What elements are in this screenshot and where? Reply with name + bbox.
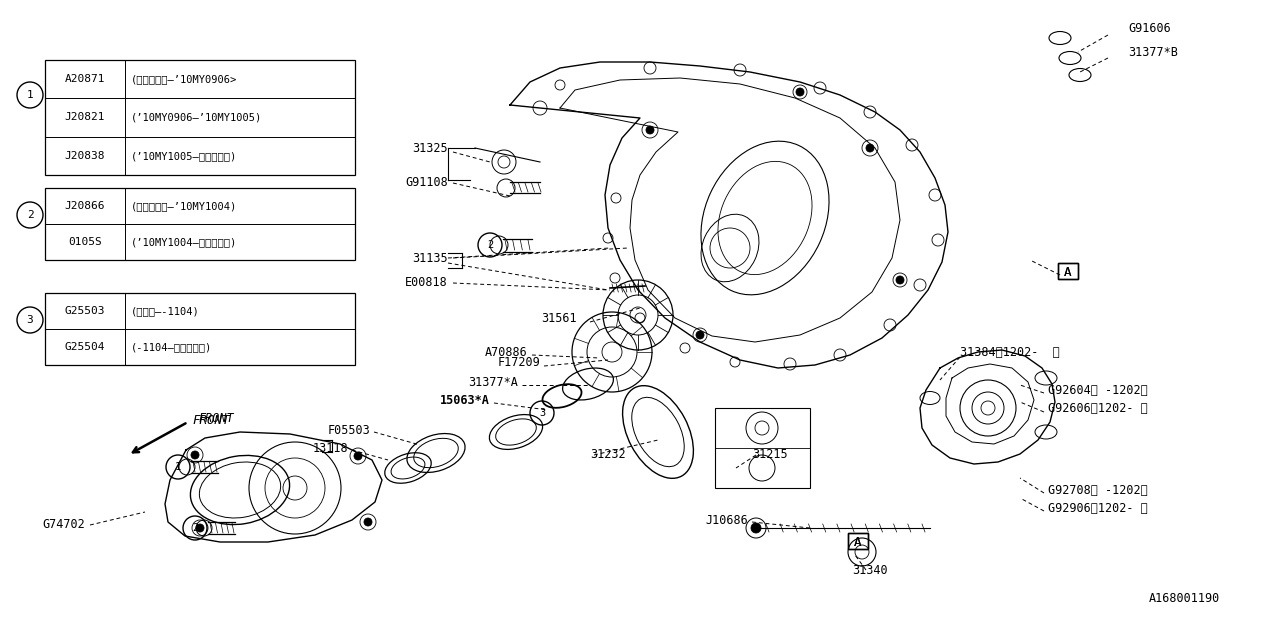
Text: 31325: 31325 [412,141,448,154]
Text: (’10MY0906–’10MY1005): (’10MY0906–’10MY1005) [131,113,262,122]
Text: A70886: A70886 [485,346,529,358]
Text: G74702: G74702 [42,518,84,531]
Circle shape [896,276,904,284]
Text: 31232: 31232 [590,449,626,461]
Text: A: A [854,536,861,548]
Text: A20871: A20871 [65,74,105,84]
Text: F05503: F05503 [328,424,370,436]
Text: J20866: J20866 [65,201,105,211]
Text: (　　　　　–’10MY1004): ( –’10MY1004) [131,201,237,211]
Circle shape [751,523,762,533]
Circle shape [191,451,198,459]
Text: 2: 2 [27,210,33,220]
Text: 0105S: 0105S [68,237,102,247]
Text: FRONT: FRONT [198,412,234,424]
Text: 31340: 31340 [852,563,888,577]
Text: G91108: G91108 [406,177,448,189]
Circle shape [196,524,204,532]
Text: (　　　–‑1104): ( –‑1104) [131,306,200,316]
Text: J10686: J10686 [705,513,748,527]
Bar [45,60,355,175]
Text: G92708（ -1202）: G92708（ -1202） [1048,483,1148,497]
Text: G25503: G25503 [65,306,105,316]
Circle shape [364,518,372,526]
Text: 1: 1 [175,462,182,472]
Text: (’10MY1005–　　　　　): (’10MY1005– ) [131,151,237,161]
Bar [45,188,355,260]
Bar [849,533,868,549]
Text: G25504: G25504 [65,342,105,352]
Text: G91606: G91606 [1128,22,1171,35]
Text: 1: 1 [27,90,33,100]
Text: 31215: 31215 [753,449,787,461]
Text: (　　　　　–’10MY0906>: ( –’10MY0906> [131,74,237,84]
Text: 3: 3 [539,408,545,418]
Text: A: A [854,536,861,548]
Text: J20838: J20838 [65,151,105,161]
Text: A: A [1064,266,1071,278]
Text: FRONT: FRONT [192,413,229,426]
Bar [849,533,868,549]
Bar [716,408,810,488]
Text: 31135: 31135 [412,252,448,264]
Bar [1059,263,1078,279]
Text: J20821: J20821 [65,113,105,122]
Circle shape [355,452,362,460]
Bar [45,293,355,365]
Text: 15063*A: 15063*A [440,394,490,406]
Text: 31377*B: 31377*B [1128,45,1178,58]
Text: 3: 3 [27,315,33,325]
Text: G92606（1202- ）: G92606（1202- ） [1048,401,1148,415]
Circle shape [867,144,874,152]
Text: A: A [1064,266,1071,278]
Text: 13118: 13118 [312,442,348,454]
Text: 31561: 31561 [541,312,577,324]
Bar [1059,263,1078,279]
Text: 31377*A: 31377*A [468,376,518,388]
Text: 2: 2 [192,523,198,533]
Text: G92906（1202- ）: G92906（1202- ） [1048,502,1148,515]
Circle shape [696,331,704,339]
Text: 31384（1202-  ）: 31384（1202- ） [960,346,1060,358]
Text: (‑1104–　　　　　): (‑1104– ) [131,342,212,352]
Circle shape [796,88,804,96]
Text: A168001190: A168001190 [1148,591,1220,605]
Text: E00818: E00818 [406,276,448,289]
Circle shape [646,126,654,134]
Text: (’10MY1004–　　　　　): (’10MY1004– ) [131,237,237,247]
Text: 2: 2 [486,240,493,250]
Text: F17209: F17209 [497,355,540,369]
Text: G92604（ -1202）: G92604（ -1202） [1048,383,1148,397]
